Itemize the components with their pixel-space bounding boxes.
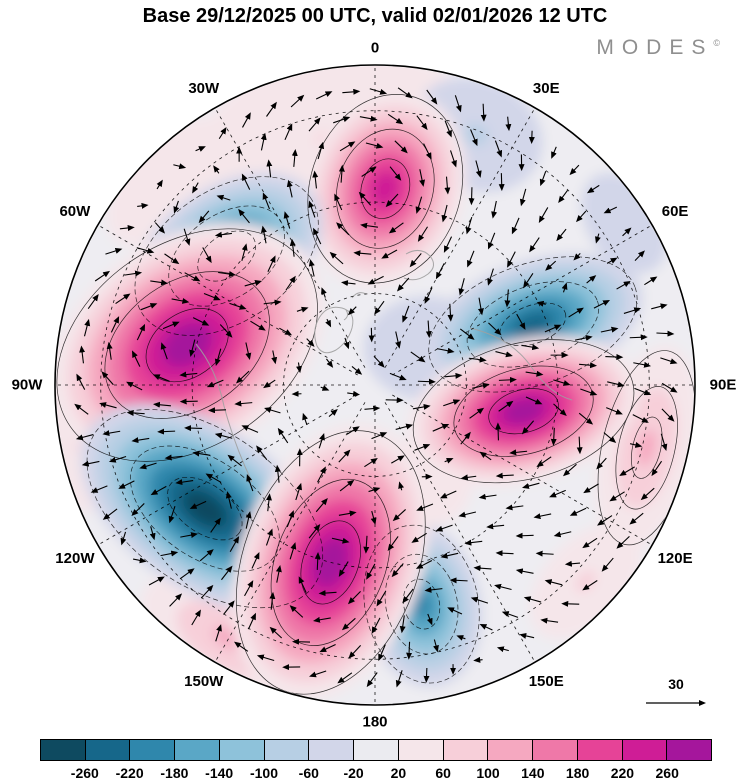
colorbar-cell bbox=[85, 740, 131, 760]
meridian-label: 90W bbox=[12, 377, 44, 394]
meridian-label: 90E bbox=[710, 377, 737, 394]
colorbar-cell bbox=[488, 740, 534, 760]
meridian-label: 180 bbox=[362, 714, 387, 731]
colorbar-tick-label: -180 bbox=[160, 765, 189, 781]
colorbar-cell bbox=[41, 740, 86, 760]
meridian-label: 120W bbox=[55, 550, 95, 567]
graticule bbox=[56, 66, 694, 704]
colorbar-cell bbox=[398, 740, 444, 760]
colorbar-cell bbox=[443, 740, 489, 760]
colorbar-cell bbox=[175, 740, 220, 760]
colorbar-tick-label: -260 bbox=[70, 765, 99, 781]
map-boundary bbox=[54, 64, 696, 706]
colorbar-cell bbox=[622, 740, 668, 760]
meridian-label: 60W bbox=[59, 203, 91, 220]
colorbar-tick-label: -60 bbox=[298, 765, 319, 781]
meridian-label: 30E bbox=[533, 80, 560, 97]
colorbar-tick-label: 140 bbox=[521, 765, 545, 781]
colorbar-tick-label: -140 bbox=[205, 765, 234, 781]
colorbar-tick-label: 100 bbox=[476, 765, 500, 781]
meridian-labels: 0 30E 60E 90E 120E 150E 180 150W 120W 90W 60W 30W bbox=[12, 40, 737, 731]
modes-logo: MODES© bbox=[596, 36, 720, 60]
contour-lines bbox=[56, 94, 694, 695]
polar-stereographic-map: 0 30E 60E 90E 120E 150E 180 150W 120W 90W 60W 30W 30 bbox=[12, 40, 737, 731]
coastline-path bbox=[469, 327, 573, 401]
wind-arrows bbox=[74, 87, 678, 688]
colorbar-tick-label: -100 bbox=[249, 765, 279, 781]
modes-logo-text: MODES bbox=[596, 36, 714, 59]
reference-vector: 30 bbox=[646, 676, 706, 706]
colorbar-tick-label: 20 bbox=[390, 765, 407, 781]
coastline-path bbox=[403, 250, 434, 281]
reference-vector-label: 30 bbox=[668, 676, 684, 692]
chart-title: Base 29/12/2025 00 UTC, valid 02/01/2026… bbox=[142, 5, 608, 27]
colorbar-tick-label: 180 bbox=[565, 765, 590, 781]
coastline-path bbox=[343, 292, 367, 321]
colorbar-cell bbox=[309, 740, 355, 760]
meridian-label: 60E bbox=[662, 203, 689, 220]
colorbar-labels: -260 -220 -180 -140 -100 -60 -20 20 60 100 140 180 2… bbox=[40, 739, 712, 783]
coastlines bbox=[195, 250, 573, 483]
colorbar-cells bbox=[40, 739, 712, 761]
colorbar-tick-label: -220 bbox=[115, 765, 144, 781]
colorbar-cell bbox=[130, 740, 176, 760]
map-fill-clip bbox=[56, 66, 694, 704]
colorbar-tick-label: 60 bbox=[435, 765, 451, 781]
copyright-mark: © bbox=[713, 38, 720, 48]
colorbar-cell bbox=[667, 740, 712, 760]
meridian-label: 150W bbox=[184, 673, 224, 690]
colorbar-tick-label: 260 bbox=[655, 765, 679, 781]
colorbar-cell bbox=[219, 740, 265, 760]
meridian-label: 150E bbox=[529, 673, 564, 690]
meridian-label: 30W bbox=[188, 80, 220, 97]
meridian-label: 120E bbox=[658, 550, 693, 567]
colorbar-cell bbox=[533, 740, 578, 760]
meridian-label: 0 bbox=[371, 40, 379, 57]
colorbar-tick-label: 220 bbox=[610, 765, 635, 781]
colorbar: -260 -220 -180 -140 -100 -60 -20 20 60 100 140 180 2… bbox=[40, 739, 712, 783]
colorbar-tick-label: -20 bbox=[343, 765, 364, 781]
colorbar-cell bbox=[264, 740, 310, 760]
colorbar-cell bbox=[577, 740, 623, 760]
colorbar-cell bbox=[354, 740, 399, 760]
coastline-path bbox=[195, 343, 253, 483]
